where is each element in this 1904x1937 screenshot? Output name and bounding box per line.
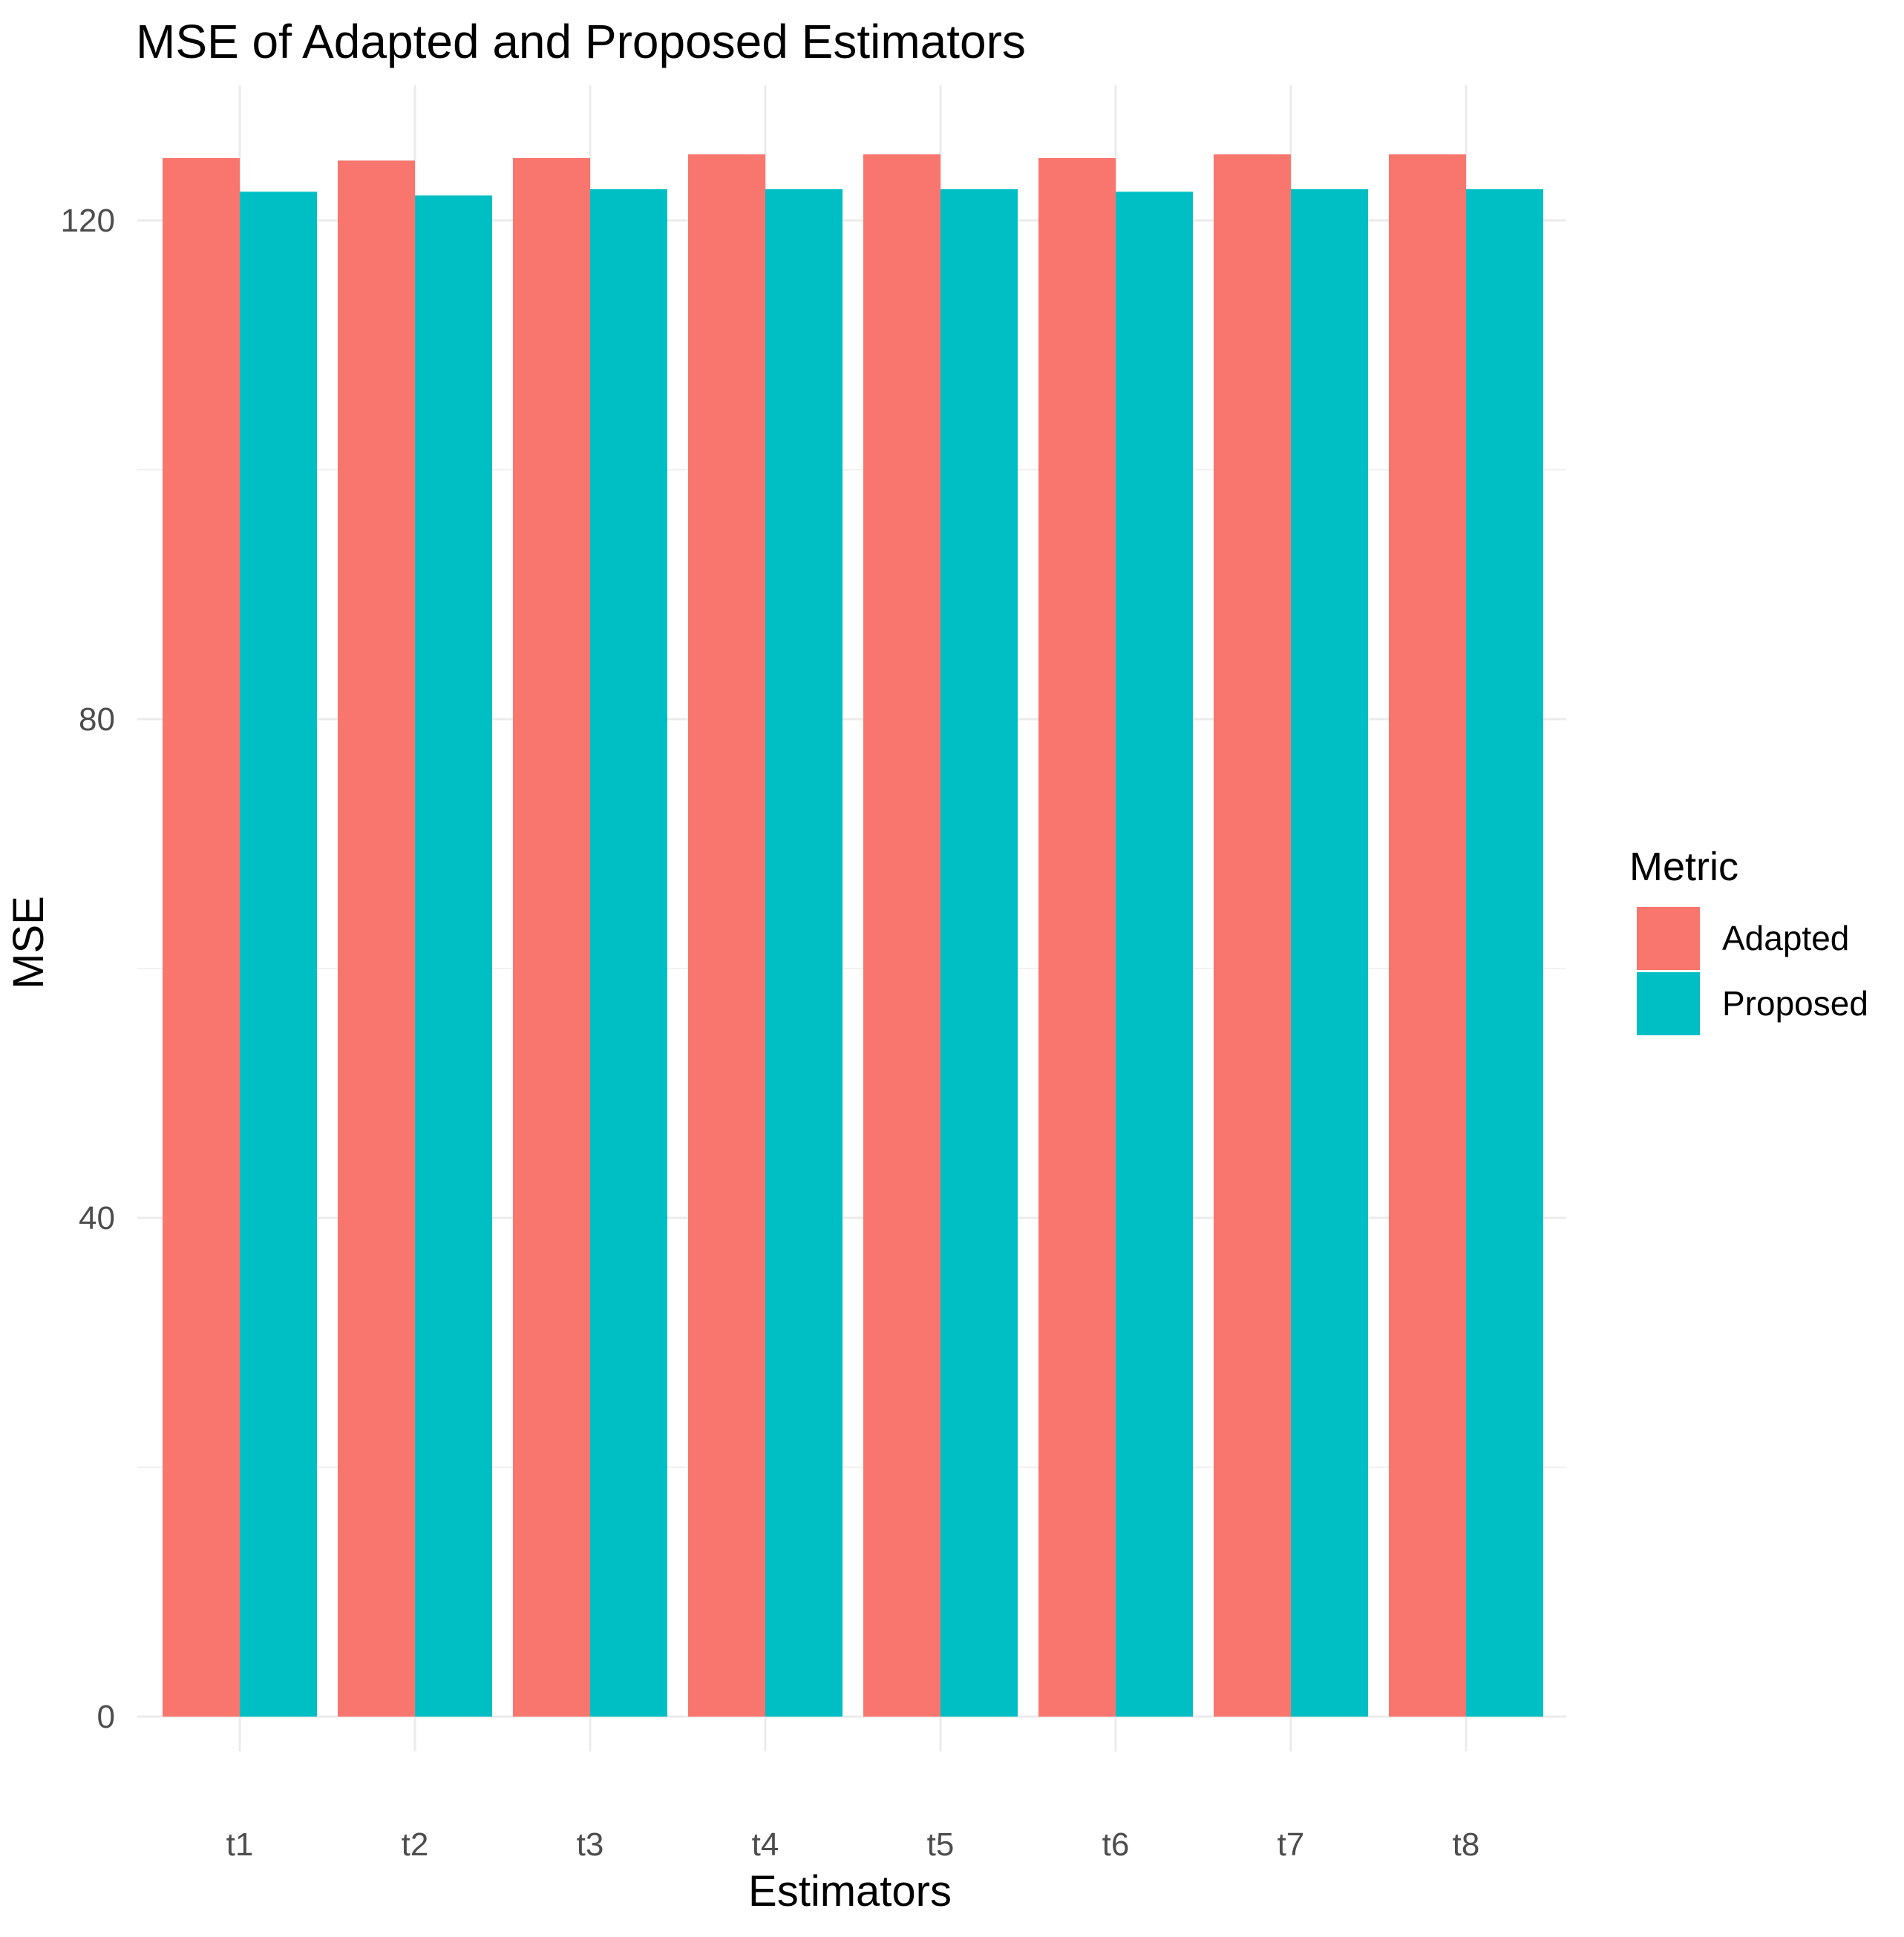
bar-adapted-t3 xyxy=(513,158,590,1717)
bar-proposed-t7 xyxy=(1291,189,1368,1717)
y-tick-label: 80 xyxy=(79,701,115,738)
legend-label-adapted: Adapted xyxy=(1722,919,1849,957)
x-axis-ticks: t1 t2 t3 t4 t5 t6 t7 t8 xyxy=(226,1826,1480,1863)
y-axis-title: MSE xyxy=(4,896,53,989)
x-axis-title: Estimators xyxy=(748,1867,952,1915)
x-tick-label: t5 xyxy=(927,1826,955,1863)
bars xyxy=(163,154,1543,1717)
x-tick-label: t4 xyxy=(752,1826,779,1863)
legend-swatch-proposed xyxy=(1637,972,1700,1035)
bar-proposed-t8 xyxy=(1466,189,1543,1717)
chart-title: MSE of Adapted and Proposed Estimators xyxy=(136,15,1026,68)
legend-label-proposed: Proposed xyxy=(1722,984,1868,1023)
bar-adapted-t1 xyxy=(163,158,240,1717)
bar-proposed-t2 xyxy=(415,195,492,1717)
legend: Metric Adapted Proposed xyxy=(1629,845,1868,1035)
x-tick-label: t1 xyxy=(226,1826,254,1863)
x-tick-label: t8 xyxy=(1453,1826,1480,1863)
bar-proposed-t6 xyxy=(1116,191,1193,1717)
bar-adapted-t7 xyxy=(1214,154,1291,1717)
bar-adapted-t4 xyxy=(688,154,765,1717)
bar-adapted-t8 xyxy=(1389,154,1466,1717)
bar-proposed-t4 xyxy=(765,189,843,1717)
bar-adapted-t2 xyxy=(338,160,415,1717)
y-tick-label: 120 xyxy=(61,203,115,239)
x-tick-label: t7 xyxy=(1277,1826,1305,1863)
x-tick-label: t3 xyxy=(577,1826,604,1863)
legend-swatch-adapted xyxy=(1637,907,1700,970)
y-axis-ticks: 0 40 80 120 xyxy=(61,203,115,1735)
bar-proposed-t1 xyxy=(240,191,317,1717)
x-tick-label: t2 xyxy=(402,1826,429,1863)
bar-adapted-t6 xyxy=(1038,158,1116,1717)
legend-items: Adapted Proposed xyxy=(1637,907,1868,1035)
x-tick-label: t6 xyxy=(1102,1826,1130,1863)
y-tick-label: 0 xyxy=(97,1699,115,1735)
bar-adapted-t5 xyxy=(863,154,940,1717)
bar-proposed-t3 xyxy=(590,189,667,1717)
legend-title: Metric xyxy=(1629,845,1738,889)
bar-proposed-t5 xyxy=(940,189,1018,1717)
y-tick-label: 40 xyxy=(79,1200,115,1236)
